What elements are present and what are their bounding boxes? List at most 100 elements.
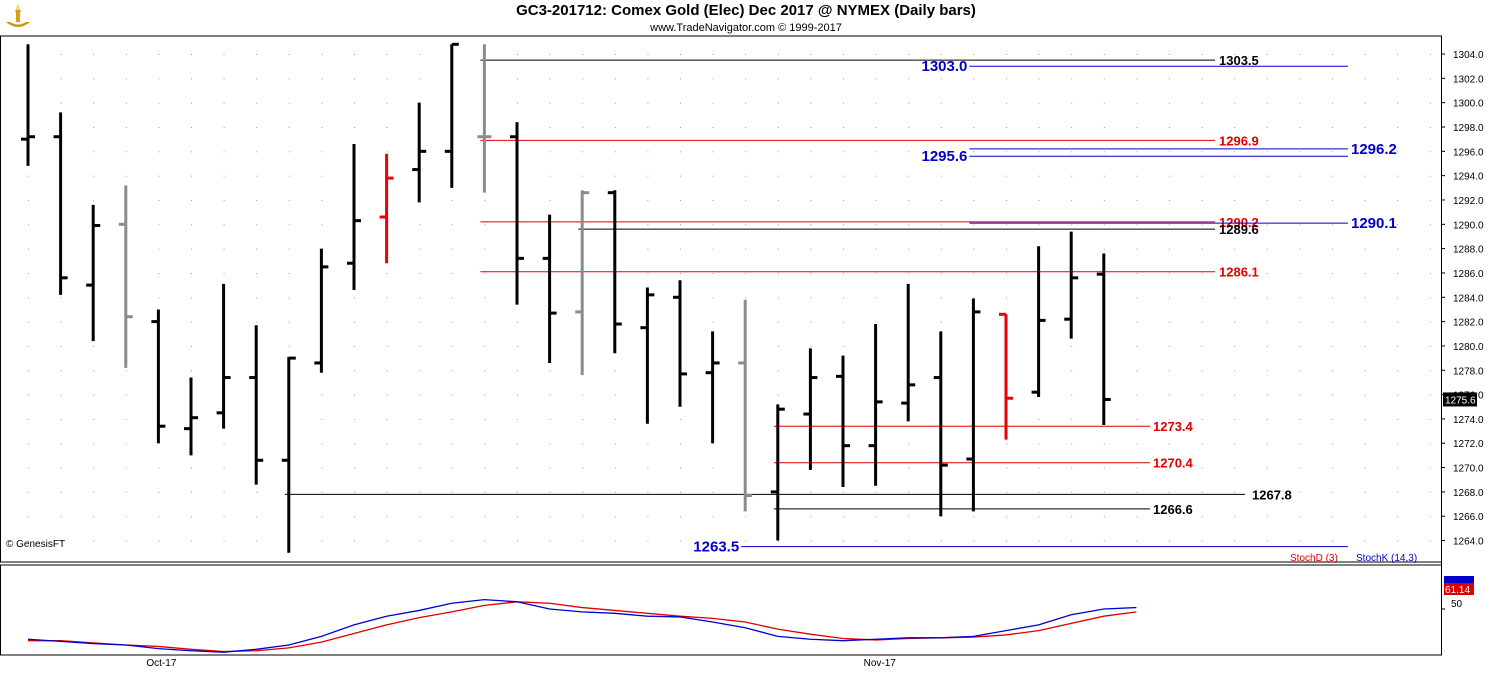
grid-dot xyxy=(191,54,192,56)
grid-dot xyxy=(158,516,160,518)
grid-dot xyxy=(810,78,812,80)
grid-dot xyxy=(1201,102,1203,104)
grid-dot xyxy=(647,248,649,250)
grid-dot xyxy=(1006,540,1007,542)
grid-dot xyxy=(484,516,486,518)
grid-dot xyxy=(1332,175,1333,177)
grid-dot xyxy=(386,443,388,445)
grid-dot xyxy=(843,491,844,493)
grid-dot xyxy=(549,491,551,493)
grid-dot xyxy=(908,102,910,104)
grid-dot xyxy=(354,127,355,129)
grid-dot xyxy=(93,540,95,542)
grid-dot xyxy=(1136,321,1138,323)
grid-dot xyxy=(1266,467,1268,469)
grid-dot xyxy=(908,467,910,469)
grid-dot xyxy=(1299,297,1301,299)
grid-dot xyxy=(1266,345,1268,347)
grid-dot xyxy=(745,224,747,226)
grid-dot xyxy=(875,54,877,56)
grid-dot xyxy=(1136,467,1138,469)
grid-dot xyxy=(777,272,779,274)
grid-dot xyxy=(875,540,877,542)
grid-dot xyxy=(386,394,388,396)
grid-dot xyxy=(28,199,29,201)
grid-dot xyxy=(451,443,453,445)
grid-dot xyxy=(908,491,910,493)
grid-dot xyxy=(419,443,421,445)
grid-dot xyxy=(810,321,812,323)
grid-dot xyxy=(1397,199,1399,201)
grid-dot xyxy=(93,151,95,153)
grid-dot xyxy=(777,78,779,80)
grid-dot xyxy=(1136,297,1138,299)
grid-dot xyxy=(647,102,649,104)
grid-dot xyxy=(843,102,844,104)
grid-dot xyxy=(810,491,812,493)
grid-dot xyxy=(256,175,258,177)
grid-dot xyxy=(158,491,160,493)
grid-dot xyxy=(1201,418,1203,420)
genesis-watermark: © GenesisFT xyxy=(6,539,65,550)
grid-dot xyxy=(28,297,29,299)
grid-dot xyxy=(1429,467,1431,469)
grid-dot xyxy=(1299,467,1301,469)
grid-dot xyxy=(712,491,714,493)
grid-dot xyxy=(1006,443,1007,445)
grid-dot xyxy=(614,491,616,493)
grid-dot xyxy=(1006,491,1007,493)
grid-dot xyxy=(223,540,225,542)
grid-dot xyxy=(1332,540,1333,542)
grid-dot xyxy=(549,151,551,153)
grid-dot xyxy=(908,78,910,80)
grid-dot xyxy=(1201,491,1203,493)
grid-dot xyxy=(1429,418,1431,420)
x-axis-label: Nov-17 xyxy=(864,658,897,669)
grid-dot xyxy=(1429,224,1431,226)
grid-dot xyxy=(1006,297,1007,299)
grid-dot xyxy=(680,516,681,518)
price-tick-label: 1272.0 xyxy=(1453,439,1484,450)
ohlc-bar xyxy=(901,283,916,422)
grid-dot xyxy=(582,175,584,177)
grid-dot xyxy=(158,443,160,445)
grid-dot xyxy=(125,102,127,104)
grid-dot xyxy=(647,272,649,274)
grid-dot xyxy=(745,540,747,542)
grid-dot xyxy=(843,199,844,201)
grid-dot xyxy=(1397,54,1399,56)
grid-dot xyxy=(125,467,127,469)
grid-dot xyxy=(1136,54,1138,56)
grid-dot xyxy=(158,540,160,542)
grid-dot xyxy=(614,516,616,518)
grid-dot xyxy=(419,370,421,372)
grid-dot xyxy=(1006,272,1007,274)
grid-dot xyxy=(1136,418,1138,420)
price-tick-label: 1278.0 xyxy=(1453,366,1484,377)
grid-dot xyxy=(875,491,877,493)
grid-dot xyxy=(680,175,681,177)
grid-dot xyxy=(93,102,95,104)
grid-dot xyxy=(712,516,714,518)
grid-dot xyxy=(712,321,714,323)
grid-dot xyxy=(1299,443,1301,445)
grid-dot xyxy=(354,297,355,299)
grid-dot xyxy=(28,272,29,274)
grid-dot xyxy=(712,443,714,445)
ohlc-bar xyxy=(53,112,68,295)
grid-dot xyxy=(125,418,127,420)
grid-dot xyxy=(451,272,453,274)
grid-dot xyxy=(680,248,681,250)
grid-dot xyxy=(419,540,421,542)
grid-dot xyxy=(777,54,779,56)
grid-dot xyxy=(288,78,290,80)
grid-dot xyxy=(386,127,388,129)
grid-dot xyxy=(1201,175,1203,177)
grid-dot xyxy=(712,540,714,542)
grid-dot xyxy=(484,370,486,372)
grid-dot xyxy=(28,370,29,372)
ohlc-bar xyxy=(640,287,655,424)
grid-dot xyxy=(1103,151,1105,153)
grid-dot xyxy=(647,467,649,469)
grid-dot xyxy=(1234,248,1236,250)
